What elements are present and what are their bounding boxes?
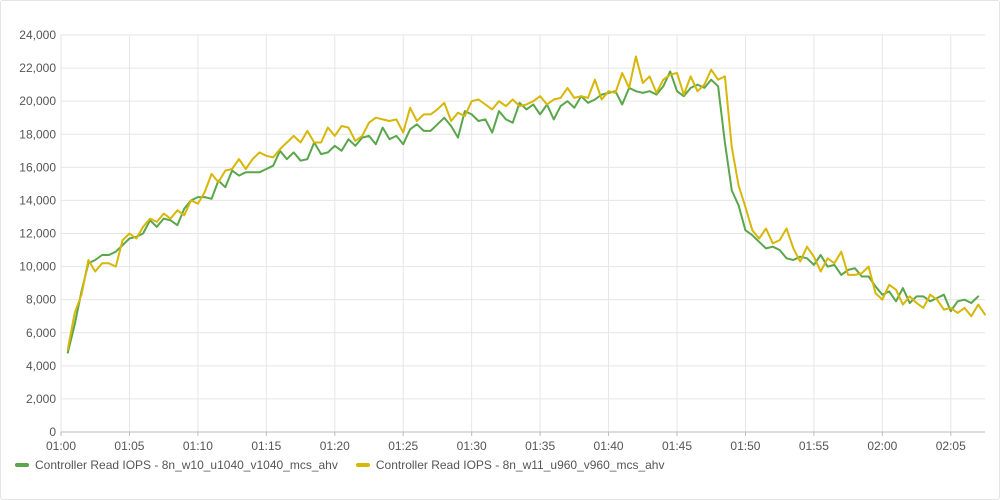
legend-item-series-2[interactable]: Controller Read IOPS - 8n_w11_u960_v960_…: [355, 458, 665, 472]
x-tick-label: 01:15: [251, 439, 281, 453]
y-tick-label: 6,000: [26, 326, 56, 340]
series-line-1[interactable]: [66, 70, 980, 354]
series-line-2[interactable]: [66, 55, 986, 351]
x-tick-label: 02:05: [936, 439, 966, 453]
y-tick-label: 20,000: [19, 94, 56, 108]
x-tick-label: 01:30: [457, 439, 487, 453]
x-tick-label: 01:10: [183, 439, 213, 453]
y-tick-label: 12,000: [19, 227, 56, 241]
y-tick-label: 4,000: [26, 359, 56, 373]
x-tick-label: 01:45: [662, 439, 692, 453]
x-tick-label: 01:40: [594, 439, 624, 453]
y-tick-label: 8,000: [26, 293, 56, 307]
y-tick-label: 18,000: [19, 127, 56, 141]
x-tick-label: 02:00: [867, 439, 897, 453]
x-tick-label: 01:00: [46, 439, 76, 453]
x-tick-label: 01:20: [320, 439, 350, 453]
x-tick-label: 01:05: [114, 439, 144, 453]
legend-swatch-series-2: [355, 463, 370, 467]
y-tick-label: 2,000: [26, 392, 56, 406]
series-lines: [66, 55, 986, 354]
x-tick-label: 01:50: [730, 439, 760, 453]
legend-label-series-2: Controller Read IOPS - 8n_w11_u960_v960_…: [375, 458, 665, 472]
y-tick-label: 10,000: [19, 260, 56, 274]
y-tick-label: 0: [49, 425, 56, 439]
legend-item-series-1[interactable]: Controller Read IOPS - 8n_w10_u1040_v104…: [15, 458, 338, 472]
y-tick-label: 24,000: [19, 28, 56, 42]
x-tick-label: 01:35: [525, 439, 555, 453]
legend-swatch-series-1: [15, 463, 29, 467]
line-chart: 0 2,000 4,000 6,000 8,000 10,000 12,000 14,000 1…: [19, 28, 986, 453]
y-tick-label: 22,000: [19, 61, 56, 75]
x-tick-label: 01:25: [388, 439, 418, 453]
y-tick-label: 16,000: [19, 160, 56, 174]
grid-lines: [60, 34, 985, 433]
legend-label-series-1: Controller Read IOPS - 8n_w10_u1040_v104…: [35, 458, 338, 472]
axes: 0 2,000 4,000 6,000 8,000 10,000 12,000 14,000 1…: [19, 28, 985, 453]
y-tick-label: 14,000: [19, 193, 56, 207]
legend: Controller Read IOPS - 8n_w10_u1040_v104…: [15, 458, 664, 472]
x-tick-label: 01:55: [799, 439, 829, 453]
